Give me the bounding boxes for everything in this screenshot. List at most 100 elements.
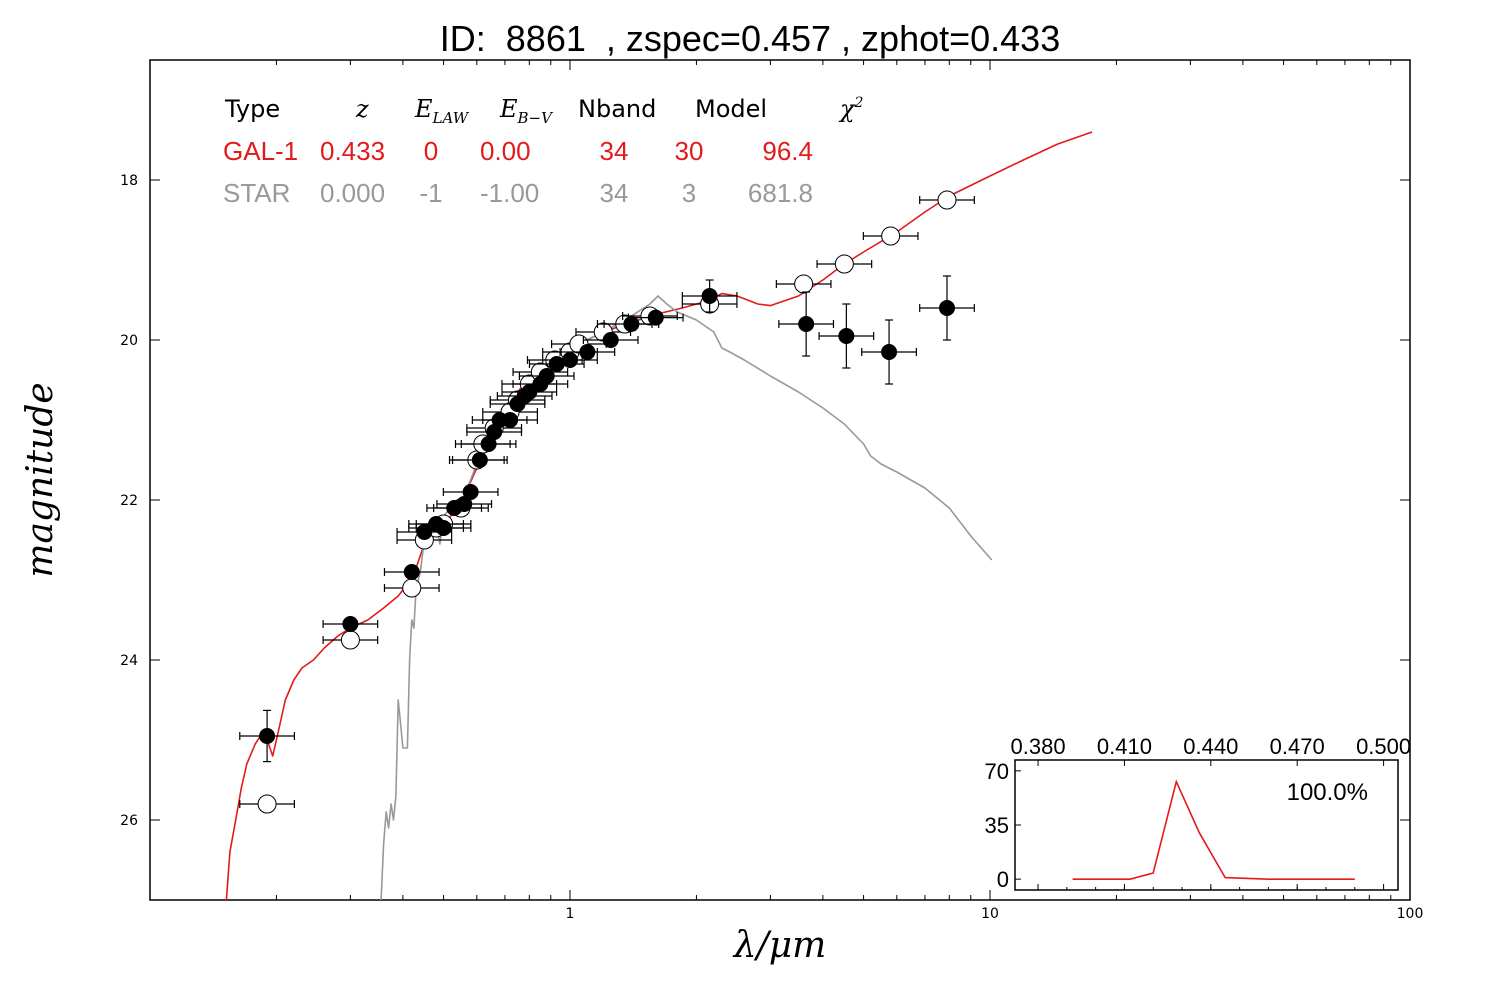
model-magnitude-point [775, 274, 832, 294]
table-cell: 0.000 [320, 178, 385, 208]
chart-title: ID: 8861 , zspec=0.457 , zphot=0.433 [439, 18, 1061, 59]
observed-point [451, 452, 508, 468]
filled-circle-marker [471, 452, 488, 468]
open-circle-marker [937, 190, 957, 210]
model-magnitude-point [919, 190, 975, 210]
x-axis-label: λ/μm [732, 925, 826, 966]
pdf-line [1072, 779, 1355, 880]
inset-y-tick-label: 35 [985, 813, 1009, 838]
filled-circle-marker [502, 412, 519, 428]
x-tick-label: 100 [1397, 906, 1424, 922]
model-magnitude-point [862, 226, 919, 246]
filled-circle-marker [562, 352, 578, 368]
observed-point [460, 436, 517, 452]
plot-frame [149, 59, 1411, 901]
open-circle-marker [834, 254, 854, 274]
open-circle-marker [340, 630, 360, 650]
table-cell: -1.00 [480, 178, 539, 208]
table-cell: 34 [600, 136, 629, 166]
inset-y-tick-label: 0 [997, 867, 1009, 892]
observed-point [542, 352, 598, 368]
filled-circle-marker [701, 288, 718, 304]
star-model-line [380, 295, 993, 901]
filled-circle-marker [602, 332, 619, 348]
table-cell: STAR [223, 178, 290, 208]
inset-frame [1014, 759, 1399, 891]
observed-point [383, 564, 440, 580]
observed-point [322, 616, 379, 632]
observed-point [818, 303, 875, 369]
filled-circle-marker [435, 520, 452, 536]
table-header-nband: Nband [578, 95, 656, 123]
observed-point [778, 291, 835, 357]
open-circle-marker [402, 578, 422, 598]
table-header-type: Type [224, 95, 280, 123]
y-tick-label: 18 [120, 173, 138, 189]
table-cell: -1 [419, 178, 442, 208]
observed-point [627, 309, 684, 326]
table-header-elaw: ELAW [414, 95, 470, 127]
table-cell: 34 [600, 178, 629, 208]
table-cell: 30 [675, 136, 704, 166]
filled-circle-marker [647, 309, 664, 326]
model-magnitude-point [383, 578, 440, 598]
inset-x-tick-label: 0.410 [1097, 734, 1152, 759]
filled-circle-marker [838, 328, 855, 344]
filled-circle-marker [538, 368, 555, 384]
model-magnitude-point [322, 630, 379, 650]
model-magnitude-point [239, 794, 295, 814]
observed-point [559, 344, 616, 360]
filled-circle-marker [548, 356, 565, 372]
observed-point [415, 520, 472, 536]
fit-table-rows: GAL-1 0.433 0 0.00 34 30 96.4 STAR 0.000 -1 -1.00 3… [223, 136, 813, 208]
inset-y-tick-label: 70 [985, 759, 1009, 784]
x-axis: 1 10 100 [275, 60, 1424, 922]
table-cell: GAL-1 [223, 136, 298, 166]
x-tick-label: 1 [566, 906, 575, 922]
galaxy-model-line [225, 131, 1093, 901]
observed-point [582, 332, 639, 348]
filled-circle-marker [462, 484, 479, 500]
fit-table: Type z ELAW EB−V Nband Model χ2 [224, 95, 864, 127]
table-cell: 0.00 [480, 136, 531, 166]
observed-point [482, 412, 538, 428]
observed-point [518, 368, 575, 384]
observed-point [239, 709, 295, 763]
filled-circle-marker [623, 316, 640, 332]
open-circle-marker [257, 794, 277, 814]
filled-circle-marker [579, 344, 596, 360]
series-layer [225, 131, 1093, 901]
table-cell: 3 [682, 178, 696, 208]
table-header-chi2: χ2 [838, 95, 864, 123]
y-axis-label: magnitude [20, 382, 61, 577]
observed-point [436, 496, 493, 512]
inset-x-tick-label: 0.500 [1356, 734, 1411, 759]
observed-point [681, 279, 738, 313]
filled-circle-marker [259, 728, 276, 744]
observed-point [442, 484, 499, 500]
y-tick-label: 24 [120, 653, 138, 669]
inset-x-tick-label: 0.440 [1183, 734, 1238, 759]
table-cell: 0.433 [320, 136, 385, 166]
redshift-pdf-inset: 0.380 0.410 0.440 0.470 0.500 0 35 70 100.0% [985, 734, 1412, 892]
y-tick-label: 20 [120, 333, 138, 349]
y-tick-label: 22 [120, 493, 138, 509]
observed-point [426, 500, 483, 516]
filled-circle-marker [798, 316, 815, 332]
inset-x-tick-label: 0.380 [1011, 734, 1066, 759]
open-circle-marker [794, 274, 814, 294]
inset-percent-label: 100.0% [1287, 779, 1368, 806]
x-tick-label: 10 [981, 906, 999, 922]
inset-x-tick-label: 0.470 [1270, 734, 1325, 759]
observed-point [603, 316, 660, 332]
filled-circle-marker [403, 564, 420, 580]
table-cell: 681.8 [748, 178, 813, 208]
filled-circle-marker [881, 344, 898, 360]
observed-point [861, 319, 917, 385]
table-header-ebv: EB−V [499, 95, 554, 127]
observed-point [466, 424, 523, 440]
table-header-z: z [355, 95, 369, 123]
table-cell: 0 [424, 136, 438, 166]
table-header-model: Model [695, 95, 767, 123]
model-magnitude-point [816, 254, 873, 274]
